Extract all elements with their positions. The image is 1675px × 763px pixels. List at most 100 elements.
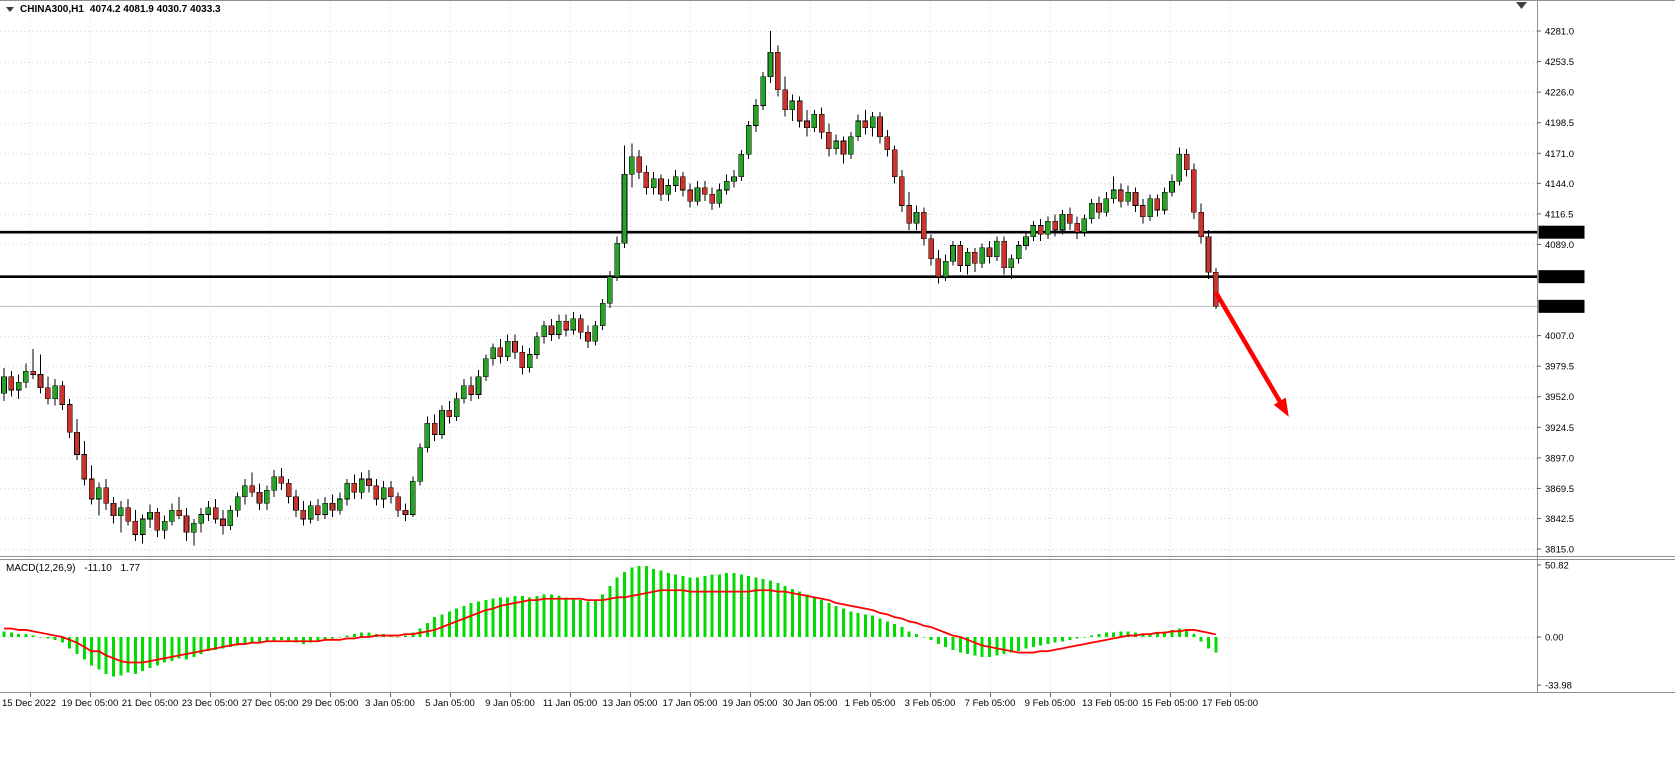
time-axis[interactable]: 15 Dec 2022 19 Dec 05:00 21 Dec 05:00 23 De… <box>2 693 1258 709</box>
macd-bar <box>243 637 247 645</box>
candle-body <box>227 509 234 526</box>
macd-tick-label: 50.82 <box>1545 560 1569 571</box>
macd-bar <box>601 594 605 637</box>
down-arrow-annotation[interactable] <box>1213 291 1289 417</box>
candle-body <box>928 238 934 260</box>
macd-bar <box>747 576 751 637</box>
candle-body <box>446 409 453 418</box>
macd-axis[interactable]: 50.82 0.00 -33.98 <box>1537 560 1572 692</box>
macd-bar <box>666 573 670 637</box>
macd-bar <box>440 614 444 637</box>
candle-body <box>1074 223 1080 233</box>
macd-bar <box>477 601 480 637</box>
candle-body <box>906 205 913 224</box>
macd-bar <box>1192 634 1196 637</box>
macd-bar <box>557 595 561 637</box>
candle-body <box>88 478 95 500</box>
candle-body <box>358 478 365 493</box>
candle-body <box>548 325 555 335</box>
time-tick-label: 30 Jan 05:00 <box>783 698 838 709</box>
candle-body <box>745 125 752 155</box>
macd-bar <box>1061 637 1064 642</box>
price-axis[interactable]: 4281.0 4253.5 4226.0 4198.5 4171.0 4144.0 4116… <box>1537 27 1585 556</box>
candle-body <box>30 370 37 375</box>
candle-body <box>570 318 577 331</box>
macd-bar <box>907 631 911 637</box>
time-tick-label: 13 Jan 05:00 <box>603 698 658 709</box>
candle-body <box>1191 169 1197 213</box>
macd-bar <box>185 637 188 660</box>
candle-body <box>1140 205 1146 217</box>
time-tick-label: 23 Dec 05:00 <box>182 698 239 709</box>
macd-bar <box>126 637 130 673</box>
candle-body <box>599 303 606 326</box>
time-tick-label: 1 Feb 05:00 <box>845 698 896 709</box>
macd-bar <box>769 580 772 637</box>
macd-bar <box>513 595 517 637</box>
macd-bar <box>250 637 254 643</box>
macd-tick-label: 0.00 <box>1545 633 1564 644</box>
candle-body <box>899 176 905 206</box>
candle-body <box>1154 198 1161 211</box>
candle-body <box>1183 154 1190 171</box>
candle-body <box>1001 240 1007 269</box>
macd-bar <box>469 602 473 637</box>
macd-bar <box>75 637 79 655</box>
candle-body <box>993 240 1000 257</box>
macd-bar <box>812 597 816 637</box>
candle-body <box>118 507 124 516</box>
macd-bar <box>360 632 364 637</box>
arrow-head <box>1273 397 1289 417</box>
candle-body <box>322 503 329 515</box>
time-tick-label: 9 Jan 05:00 <box>485 698 535 709</box>
candle-body <box>862 120 869 129</box>
candle-body <box>1008 258 1015 269</box>
candle-body <box>1110 189 1117 200</box>
candle-body <box>869 116 876 129</box>
macd-bar <box>630 567 634 637</box>
macd-bar <box>1148 634 1152 637</box>
candle-body <box>1023 236 1029 246</box>
candle-body <box>191 523 197 533</box>
candle-body <box>183 515 190 533</box>
price-tick-label: 3924.5 <box>1545 423 1574 434</box>
candle-body <box>256 492 263 504</box>
macd-bar <box>323 637 327 640</box>
candle-body <box>475 376 482 395</box>
macd-bar <box>60 637 64 643</box>
candle-body <box>811 114 818 129</box>
macd-bar <box>1090 635 1094 637</box>
macd-bar <box>528 597 532 637</box>
candle-body <box>315 505 321 515</box>
price-badge-4100.0: 4100.0 <box>1538 225 1585 239</box>
macd-bar <box>885 621 889 637</box>
macd-bar <box>1185 629 1189 637</box>
macd-bar <box>834 605 838 637</box>
candle-body <box>44 387 51 400</box>
macd-bar <box>1177 628 1181 637</box>
time-tick-label: 9 Feb 05:00 <box>1025 698 1076 709</box>
macd-bar <box>725 573 729 637</box>
macd-bar <box>893 624 897 637</box>
price-tick-label: 3897.0 <box>1545 453 1574 464</box>
price-tick-label: 4226.0 <box>1545 88 1574 99</box>
macd-bar <box>484 600 488 637</box>
macd-bar <box>462 605 466 637</box>
macd-bar <box>790 588 794 637</box>
macd-bar <box>995 637 999 656</box>
macd-bar <box>1199 637 1203 642</box>
macd-bar <box>148 637 152 669</box>
macd-bar <box>9 632 13 637</box>
price-tick-label: 4171.0 <box>1545 149 1574 160</box>
candle-body <box>1088 202 1095 220</box>
candle-body <box>59 385 66 405</box>
time-tick-label: 3 Feb 05:00 <box>905 698 956 709</box>
macd-bar <box>958 637 962 653</box>
macd-bar <box>272 637 276 642</box>
macd-bar <box>1163 631 1167 637</box>
chart-shift-marker-icon[interactable] <box>1516 2 1527 9</box>
candle-body <box>1103 198 1110 213</box>
